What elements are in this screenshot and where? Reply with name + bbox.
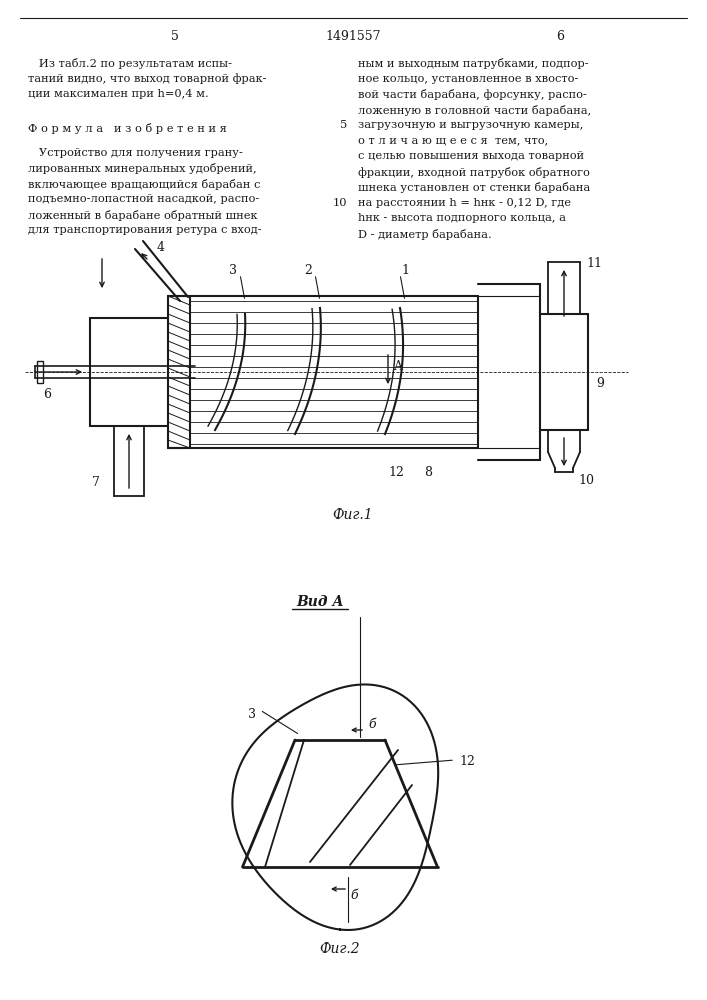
Text: 9: 9 [596, 377, 604, 390]
Text: б: б [350, 889, 358, 902]
Text: ложенный в барабане обратный шнек: ложенный в барабане обратный шнек [28, 210, 257, 221]
Text: на расстоянии h = hнк - 0,12 D, где: на расстоянии h = hнк - 0,12 D, где [358, 198, 571, 208]
Text: 2: 2 [304, 264, 312, 277]
Text: таний видно, что выход товарной фрак-: таний видно, что выход товарной фрак- [28, 74, 267, 84]
Text: D - диаметр барабана.: D - диаметр барабана. [358, 229, 492, 239]
Text: 12: 12 [388, 466, 404, 479]
Text: 10: 10 [332, 198, 347, 208]
Text: фракции, входной патрубок обратного: фракции, входной патрубок обратного [358, 166, 590, 178]
Text: 10: 10 [578, 474, 594, 487]
Text: для транспортирования ретура с вход-: для транспортирования ретура с вход- [28, 225, 262, 235]
Text: Вид А: Вид А [296, 595, 344, 609]
Text: лированных минеральных удобрений,: лированных минеральных удобрений, [28, 163, 257, 174]
Text: 3: 3 [229, 264, 237, 277]
Text: hнк - высота подпорного кольца, а: hнк - высота подпорного кольца, а [358, 213, 566, 223]
Text: 5: 5 [171, 30, 179, 43]
Text: Фиг.1: Фиг.1 [333, 508, 373, 522]
Text: ным и выходным патрубками, подпор-: ным и выходным патрубками, подпор- [358, 58, 589, 69]
Text: ное кольцо, установленное в хвосто-: ное кольцо, установленное в хвосто- [358, 74, 578, 84]
Text: 11: 11 [586, 257, 602, 270]
Text: 3: 3 [248, 708, 256, 721]
Text: 8: 8 [424, 466, 432, 479]
Text: б: б [368, 718, 375, 731]
Text: Устройство для получения грану-: Устройство для получения грану- [28, 148, 243, 158]
Text: 6: 6 [556, 30, 564, 43]
Text: 4: 4 [157, 241, 165, 254]
Text: подъемно-лопастной насадкой, распо-: подъемно-лопастной насадкой, распо- [28, 194, 259, 204]
Text: Фиг.2: Фиг.2 [320, 942, 361, 956]
Text: 1491557: 1491557 [325, 30, 381, 43]
Text: A: A [393, 360, 402, 373]
Text: включающее вращающийся барабан с: включающее вращающийся барабан с [28, 179, 260, 190]
Text: с целью повышения выхода товарной: с целью повышения выхода товарной [358, 151, 584, 161]
Text: 6: 6 [43, 388, 51, 401]
Text: ции максимален при h=0,4 м.: ции максимален при h=0,4 м. [28, 89, 209, 99]
Text: Ф о р м у л а   и з о б р е т е н и я: Ф о р м у л а и з о б р е т е н и я [28, 123, 227, 134]
Text: 7: 7 [92, 476, 100, 489]
Text: 5: 5 [340, 120, 347, 130]
Text: 12: 12 [459, 755, 475, 768]
Text: ложенную в головной части барабана,: ложенную в головной части барабана, [358, 104, 591, 115]
Text: вой части барабана, форсунку, распо-: вой части барабана, форсунку, распо- [358, 89, 587, 100]
Bar [37, 361, 43, 383]
Text: Из табл.2 по результатам испы-: Из табл.2 по результатам испы- [28, 58, 232, 69]
Text: шнека установлен от стенки барабана: шнека установлен от стенки барабана [358, 182, 590, 193]
Text: загрузочную и выгрузочную камеры,: загрузочную и выгрузочную камеры, [358, 120, 583, 130]
Text: о т л и ч а ю щ е е с я  тем, что,: о т л и ч а ю щ е е с я тем, что, [358, 135, 548, 145]
Text: 1: 1 [401, 264, 409, 277]
